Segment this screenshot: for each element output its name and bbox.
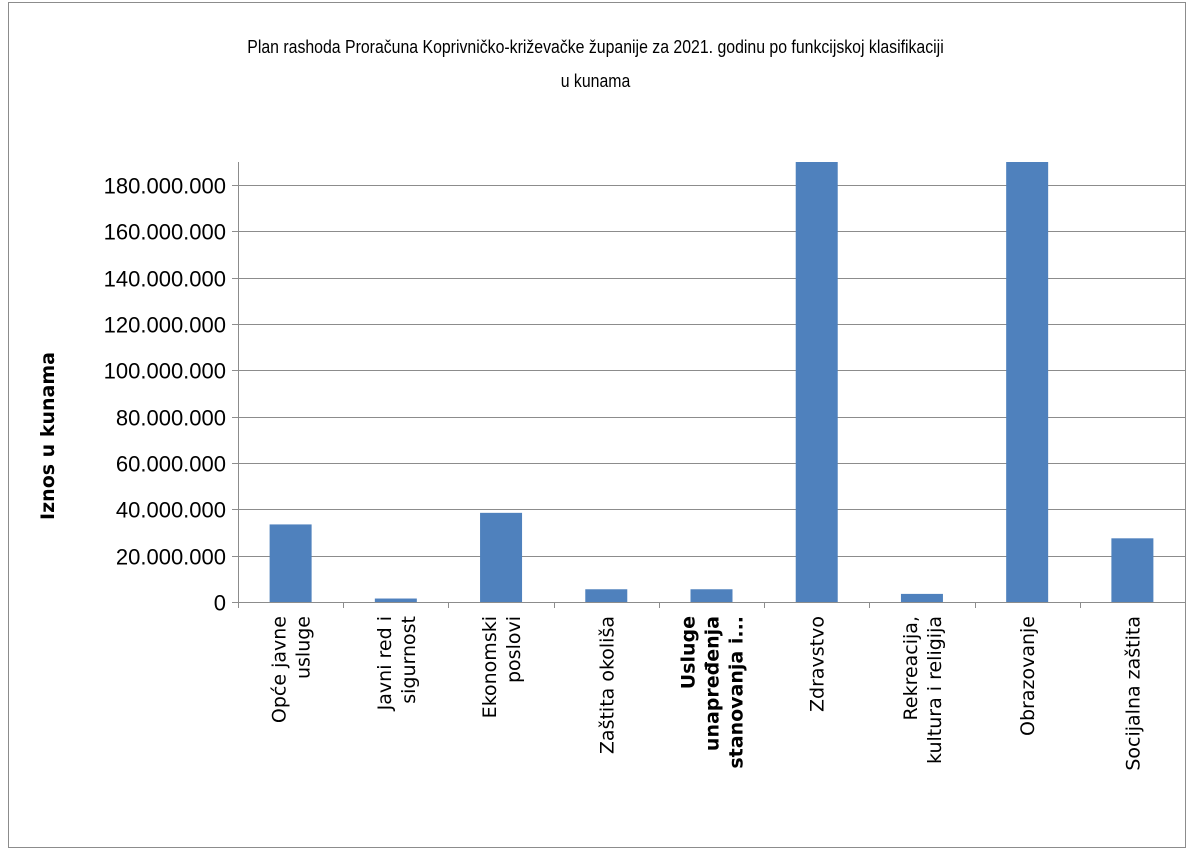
category-label-line: Javni red i bbox=[374, 616, 396, 711]
category-label: Socijalna zaštita bbox=[1122, 616, 1144, 771]
category-label-line: Zdravstvo bbox=[807, 616, 829, 712]
bar bbox=[374, 598, 417, 602]
bar bbox=[690, 589, 733, 602]
category-label: Obrazovanje bbox=[1017, 616, 1039, 736]
y-tick-label: 160.000.000 bbox=[104, 220, 226, 245]
y-tick-label: 80.000.000 bbox=[116, 406, 226, 431]
bar bbox=[480, 512, 523, 602]
category-label-line: Rekreacija, bbox=[900, 616, 922, 720]
bar bbox=[795, 162, 838, 602]
y-tick-label: 40.000.000 bbox=[116, 498, 226, 523]
category-labels: Opće javne usluge Javni red i sigurnost Ekon… bbox=[269, 616, 1145, 771]
bar bbox=[1111, 538, 1154, 602]
chart-title: Plan rashoda Proračuna Koprivničko-križe… bbox=[71, 30, 1119, 98]
category-label-line: usluge bbox=[293, 616, 315, 679]
category-label: Rekreacija, kultura i religija bbox=[900, 616, 946, 764]
y-tick-label: 140.000.000 bbox=[104, 267, 226, 292]
category-label-line: Usluge bbox=[678, 616, 700, 689]
category-label-line: Zaštita okoliša bbox=[596, 616, 618, 754]
category-label: Opće javne usluge bbox=[269, 616, 315, 723]
y-tick-labels: 0 20.000.000 40.000.000 60.000.000 80.000.00… bbox=[104, 174, 226, 616]
y-tick-label: 100.000.000 bbox=[104, 359, 226, 384]
bar bbox=[585, 589, 628, 602]
y-axis-label: Iznos u kunama bbox=[37, 352, 59, 520]
y-tick-label: 0 bbox=[214, 591, 226, 616]
category-label: Ekonomski poslovi bbox=[479, 616, 525, 718]
bar bbox=[1006, 162, 1049, 602]
y-tick-label: 60.000.000 bbox=[116, 452, 226, 477]
bar bbox=[900, 593, 943, 602]
chart-frame bbox=[8, 2, 1186, 848]
y-tick-label: 180.000.000 bbox=[104, 174, 226, 199]
category-label-line: Ekonomski bbox=[479, 616, 501, 718]
category-label-line: Obrazovanje bbox=[1017, 616, 1039, 736]
category-label: Usluge unapređenja stanovanja i... bbox=[678, 616, 748, 769]
category-label: Zaštita okoliša bbox=[596, 616, 618, 754]
category-label: Javni red i sigurnost bbox=[374, 616, 420, 711]
axes bbox=[232, 162, 1186, 608]
category-label-line: poslovi bbox=[503, 616, 525, 683]
bars bbox=[269, 162, 1154, 602]
category-label: Zdravstvo bbox=[807, 616, 829, 712]
bar bbox=[269, 524, 312, 602]
chart-title-line-2: u kunama bbox=[560, 71, 631, 91]
y-tick-label: 120.000.000 bbox=[104, 313, 226, 338]
category-label-line: stanovanja i... bbox=[726, 616, 748, 769]
category-label-line: kultura i religija bbox=[924, 616, 946, 764]
chart-title-line-1: Plan rashoda Proračuna Koprivničko-križe… bbox=[247, 37, 944, 57]
category-label-line: sigurnost bbox=[398, 616, 420, 704]
category-label-line: Opće javne bbox=[269, 616, 291, 723]
y-tick-label: 20.000.000 bbox=[116, 545, 226, 570]
category-label-line: unapređenja bbox=[702, 616, 724, 751]
category-label-line: Socijalna zaštita bbox=[1122, 616, 1144, 771]
